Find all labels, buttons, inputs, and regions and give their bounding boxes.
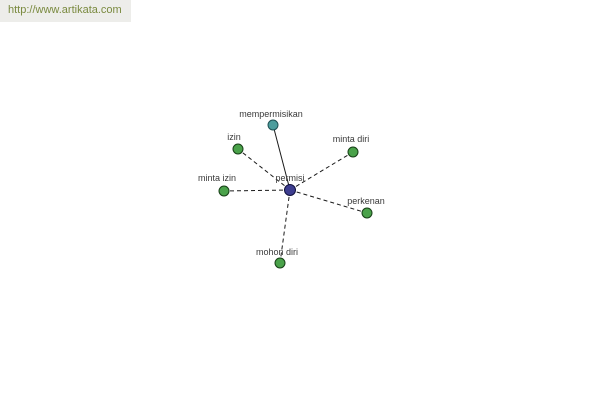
node-permisi[interactable] [284, 184, 296, 196]
edge-permisi-izin [237, 148, 291, 191]
node-perkenan[interactable] [361, 207, 373, 219]
node-label-perkenan: perkenan [347, 196, 385, 206]
node-label-permisi: permisi [275, 173, 304, 183]
edge-permisi-minta-izin [223, 189, 291, 192]
node-label-mohon-diri: mohon diri [256, 247, 298, 257]
edge-permisi-perkenan [289, 189, 368, 214]
node-minta-diri[interactable] [347, 146, 359, 158]
node-label-izin: izin [227, 132, 241, 142]
node-minta-izin[interactable] [218, 185, 230, 197]
node-mohon-diri[interactable] [274, 257, 286, 269]
node-mempermisikan[interactable] [267, 119, 279, 131]
source-url-label: http://www.artikata.com [0, 0, 131, 22]
edge-permisi-minta-diri [289, 151, 354, 191]
edge-permisi-mempermisikan [272, 124, 291, 191]
node-label-minta-diri: minta diri [333, 134, 370, 144]
node-izin[interactable] [232, 143, 244, 155]
edge-permisi-mohon-diri [279, 189, 291, 264]
node-label-minta-izin: minta izin [198, 173, 236, 183]
node-label-mempermisikan: mempermisikan [239, 109, 303, 119]
